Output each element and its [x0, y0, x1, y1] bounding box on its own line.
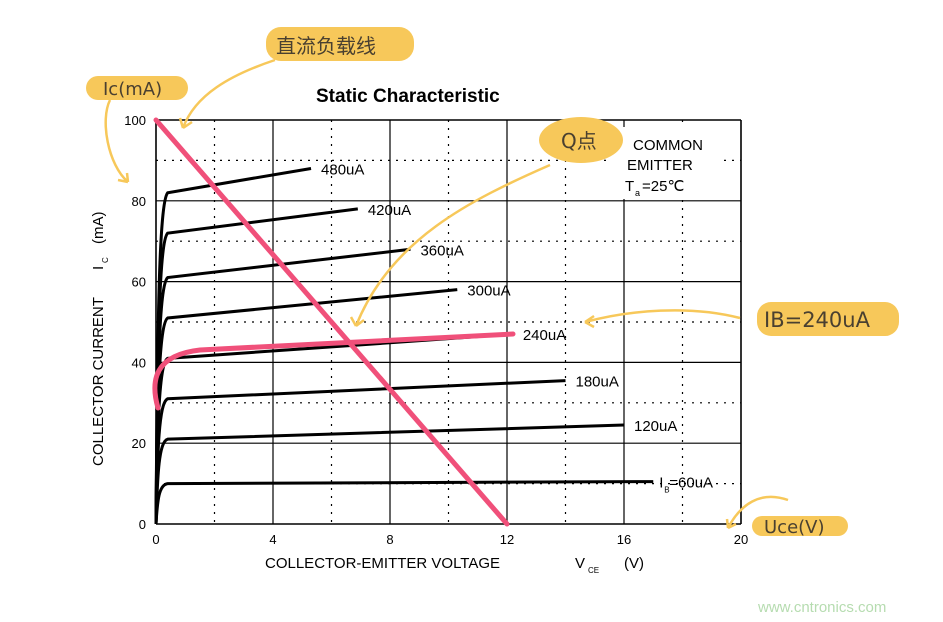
watermark: www.cntronics.com — [757, 599, 886, 616]
legend-line-1: COMMON — [633, 137, 703, 154]
curve-label: 120uA — [634, 418, 677, 435]
arrow-q-point — [349, 163, 551, 327]
legend-box: COMMON EMITTER T a =25℃ — [612, 127, 724, 199]
legend-line-3-sub: a — [635, 188, 640, 198]
curve-label: 180uA — [576, 374, 619, 391]
curve-300ua — [154, 288, 458, 525]
legend-line-3-rest: =25℃ — [642, 178, 684, 195]
legend-line-2: EMITTER — [627, 157, 693, 174]
arrow-ib — [584, 309, 741, 329]
dc-load-line — [153, 117, 510, 527]
x-tick-label: 4 — [269, 532, 276, 547]
x-axis-symbol: V — [575, 555, 585, 572]
curve-180ua — [154, 379, 566, 525]
x-tick-label: 0 — [152, 532, 159, 547]
curve-label-sub: B — [664, 486, 669, 495]
chart-title: Static Characteristic — [316, 86, 500, 107]
arrow-ic — [104, 99, 130, 184]
curve-480ua — [154, 167, 312, 525]
curve-label: =60uA — [669, 475, 713, 492]
curve-ib60ua — [154, 480, 654, 525]
y-axis-symbol-sub: C — [101, 257, 110, 263]
curve-label: 420uA — [368, 202, 411, 219]
pink-240ua-curve — [152, 331, 516, 411]
curve-label: 360uA — [420, 242, 463, 259]
y-tick-label: 100 — [124, 113, 146, 128]
curve-label-prefix: I — [659, 475, 663, 492]
ticks: 0 4 8 12 16 20 0 20 40 60 80 100 — [124, 113, 748, 547]
curve-labels: I B =60uA 120uA 180uA 240uA 300uA 360uA 420uA 480… — [321, 161, 713, 494]
curve-label: 240uA — [523, 327, 566, 344]
x-axis-symbol-sub: CE — [588, 566, 599, 575]
q-point-highlight — [539, 117, 623, 163]
ic-highlight — [86, 76, 188, 100]
y-tick-label: 0 — [139, 517, 146, 532]
curve-420ua — [154, 207, 359, 525]
annotation-overlay: 直流负载线 Ic(mA) Q点 IB=240uA Uce(V) — [86, 27, 899, 538]
uce-annotation: Uce(V) — [764, 517, 825, 538]
x-tick-label: 16 — [617, 532, 631, 547]
y-tick-label: 60 — [132, 275, 146, 290]
load-line-annotation: 直流负载线 — [276, 34, 376, 58]
uce-highlight — [752, 516, 848, 536]
load-line-highlight — [266, 27, 414, 61]
x-axis-unit: (V) — [624, 555, 644, 572]
y-tick-label: 80 — [132, 194, 146, 209]
y-axis-label: COLLECTOR CURRENT — [90, 297, 107, 466]
y-axis-unit: (mA) — [90, 212, 107, 245]
x-tick-label: 8 — [386, 532, 393, 547]
legend-line-3-T: T — [625, 178, 634, 195]
curve-label: 300uA — [467, 283, 510, 300]
curve-label: 480uA — [321, 161, 364, 178]
ib-highlight — [757, 302, 899, 336]
x-tick-label: 20 — [734, 532, 748, 547]
x-tick-label: 12 — [500, 532, 514, 547]
x-axis-label: COLLECTOR-EMITTER VOLTAGE — [265, 555, 500, 572]
q-point-annotation: Q点 — [561, 129, 597, 153]
arrow-uce — [725, 495, 789, 530]
y-axis-symbol: I — [90, 266, 107, 270]
grid — [155, 119, 742, 525]
ic-annotation: Ic(mA) — [103, 79, 162, 100]
ib-annotation: IB=240uA — [764, 308, 871, 332]
y-tick-label: 20 — [132, 436, 146, 451]
arrow-load-line — [178, 58, 276, 130]
y-tick-label: 40 — [132, 355, 146, 370]
